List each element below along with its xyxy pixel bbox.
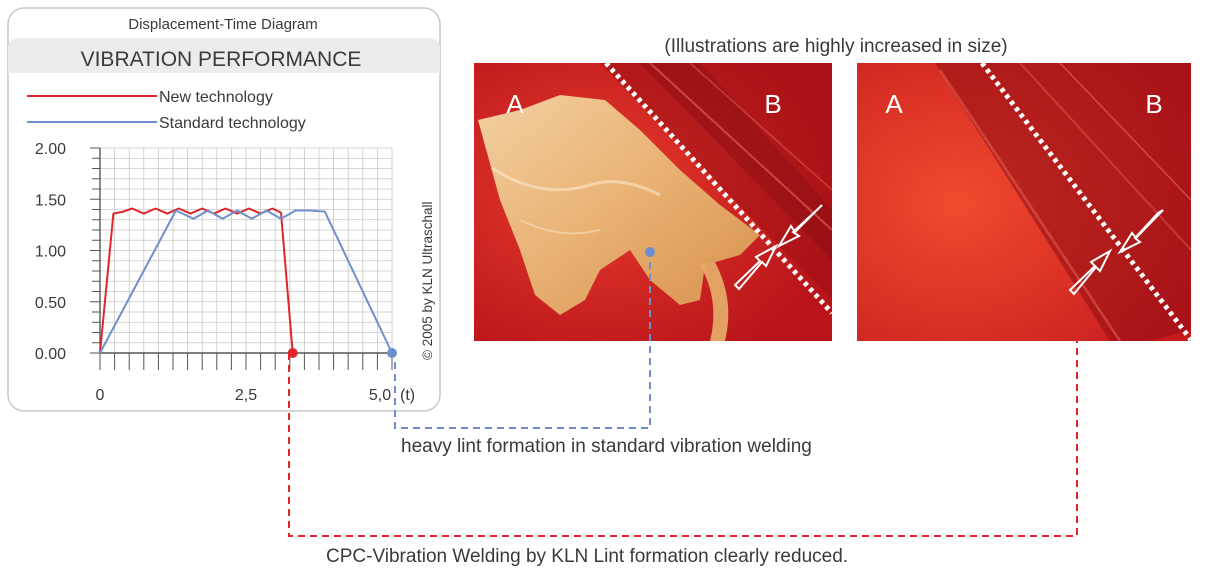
series-line-standard: [99, 209, 393, 354]
connector-new: [288, 320, 1078, 537]
chart-subtitle: Displacement-Time Diagram: [128, 16, 318, 33]
x-tick-label: 2,5: [235, 387, 257, 404]
y-tick-label: 1.50: [35, 192, 66, 209]
end-point-new: [287, 348, 298, 358]
x-tick-label: 0: [96, 387, 105, 404]
end-point-standard: [387, 348, 397, 358]
title-band: [8, 38, 440, 73]
label-b-new: B: [1145, 89, 1162, 119]
x-axis-label: (t): [400, 387, 415, 404]
arrows-new: [1068, 209, 1164, 296]
copyright-vertical: © 2005 by KLN Ultraschall: [420, 201, 435, 360]
legend: New technology Standard technology: [27, 89, 306, 132]
legend-label-standard: Standard technology: [159, 115, 306, 132]
weld-line-standard: [604, 61, 834, 315]
x-tick-label: 5,0: [369, 387, 391, 404]
y-tick-labels: 0.00 0.50 1.00 1.50 2.00: [35, 141, 66, 363]
photo-standard: [474, 63, 832, 341]
photo-caption: (Illustrations are highly increased in s…: [664, 36, 1007, 57]
chart-panel: Displacement-Time Diagram VIBRATION PERF…: [7, 7, 441, 412]
weld-line-new: [980, 61, 1193, 342]
y-tick-label: 0.50: [35, 295, 66, 312]
lint-region: [478, 95, 760, 315]
callout-new: CPC-Vibration Welding by KLN Lint format…: [326, 546, 848, 567]
x-tick-labels: 0 2,5 5,0: [96, 387, 392, 404]
y-tick-label: 1.00: [35, 244, 66, 261]
plot-series: [99, 207, 397, 358]
label-b-standard: B: [764, 89, 781, 119]
chart-title: VIBRATION PERFORMANCE: [81, 48, 362, 71]
y-tick-label: 0.00: [35, 346, 66, 363]
callout-standard: heavy lint formation in standard vibrati…: [401, 436, 812, 457]
plot-axes: [90, 147, 393, 370]
y-tick-label: 2.00: [35, 141, 66, 158]
plot-grid: [99, 147, 393, 354]
connector-standard: [394, 247, 655, 429]
photo-new: [857, 63, 1191, 341]
label-a-standard: A: [506, 89, 524, 119]
legend-label-new: New technology: [159, 89, 273, 106]
label-a-new: A: [885, 89, 903, 119]
arrows-standard: [733, 204, 823, 291]
